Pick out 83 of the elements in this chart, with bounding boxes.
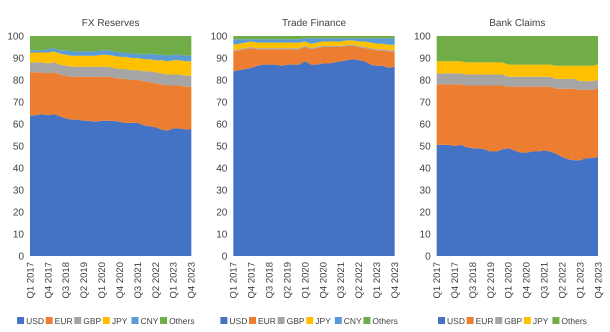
x-tick-label: Q2 2022 xyxy=(354,262,366,298)
y-tick-label: 100 xyxy=(7,32,24,42)
x-tick-label: Q3 2018 xyxy=(468,262,479,298)
y-tick-label: 30 xyxy=(216,186,228,196)
x-tick-label: Q1 2020 xyxy=(97,262,108,298)
x-tick-label: Q4 2020 xyxy=(522,262,533,298)
y-tick-label: 70 xyxy=(216,98,228,108)
legend-label: EUR xyxy=(476,316,494,326)
y-tick-label: 70 xyxy=(12,98,24,108)
x-tick-label: Q3 2021 xyxy=(540,262,551,298)
chart-title: Bank Claims xyxy=(489,18,546,29)
x-tick-label: Q2 2022 xyxy=(557,262,568,298)
y-tick-label: 20 xyxy=(420,208,432,218)
legend-label: USD xyxy=(26,316,44,326)
y-tick-label: 60 xyxy=(420,120,432,130)
x-tick-label: Q4 2020 xyxy=(318,262,330,298)
chart-title: FX Reserves xyxy=(82,18,140,29)
x-tick-label: Q3 2021 xyxy=(336,262,348,298)
x-tick-label: Q1 2023 xyxy=(168,262,180,298)
y-tick-label: 60 xyxy=(12,120,24,130)
legend-label: GBP xyxy=(504,316,523,326)
y-tick-label: 30 xyxy=(12,186,24,196)
y-tick-label: 80 xyxy=(12,76,24,86)
y-tick-label: 100 xyxy=(414,32,432,42)
y-tick-label: 10 xyxy=(12,230,24,240)
y-tick-label: 90 xyxy=(12,54,24,64)
y-tick-label: 40 xyxy=(216,164,228,174)
x-tick-label: Q1 2023 xyxy=(575,262,586,298)
y-tick-label: 80 xyxy=(420,76,432,86)
legend-label: GBP xyxy=(83,316,102,326)
y-tick-label: 30 xyxy=(420,186,432,196)
y-tick-label: 90 xyxy=(216,54,228,64)
x-tick-label: Q1 2023 xyxy=(372,262,384,298)
legend-label: CNY xyxy=(344,316,362,326)
x-tick-label: Q3 2018 xyxy=(61,262,72,298)
x-tick-label: Q2 2019 xyxy=(486,262,497,298)
legend-label: EUR xyxy=(258,316,276,326)
legend-label: EUR xyxy=(54,316,73,326)
x-tick-label: Q1 2020 xyxy=(300,262,312,298)
x-tick-label: Q1 2017 xyxy=(25,262,36,298)
y-tick-label: 100 xyxy=(210,32,228,42)
x-tick-label: Q1 2017 xyxy=(228,262,240,298)
y-tick-label: 90 xyxy=(420,54,432,64)
y-tick-label: 50 xyxy=(216,142,228,152)
y-tick-label: 0 xyxy=(18,252,24,262)
x-tick-label: Q3 2021 xyxy=(132,262,144,298)
x-tick-label: Q4 2023 xyxy=(593,262,604,298)
legend-label: JPY xyxy=(315,316,332,326)
x-tick-label: Q1 2020 xyxy=(504,262,515,298)
chart-title: Trade Finance xyxy=(282,18,346,29)
x-tick-label: Q1 2017 xyxy=(432,262,443,298)
x-tick-label: Q4 2023 xyxy=(390,262,401,298)
x-tick-label: Q4 2017 xyxy=(43,262,54,298)
y-tick-label: 10 xyxy=(420,230,432,240)
legend-label: Others xyxy=(169,316,195,326)
legend-label: CNY xyxy=(140,316,159,326)
legend-label: JPY xyxy=(532,316,549,326)
x-tick-label: Q4 2017 xyxy=(450,262,461,298)
y-tick-label: 40 xyxy=(420,164,432,174)
y-tick-label: 50 xyxy=(12,142,24,152)
legend-label: Others xyxy=(372,316,398,326)
legend-label: JPY xyxy=(112,316,128,326)
x-tick-label: Q4 2017 xyxy=(246,262,258,298)
legend-label: Others xyxy=(561,316,587,326)
legend-label: GBP xyxy=(286,316,305,326)
legend-label: USD xyxy=(229,316,248,326)
x-tick-label: Q3 2018 xyxy=(264,262,276,298)
y-tick-label: 50 xyxy=(420,142,432,152)
y-tick-label: 40 xyxy=(12,164,24,174)
legend-label: USD xyxy=(447,316,465,326)
y-tick-label: 80 xyxy=(216,76,228,86)
y-tick-label: 10 xyxy=(216,230,228,240)
x-tick-label: Q2 2019 xyxy=(79,262,90,298)
x-tick-label: Q4 2020 xyxy=(114,262,126,298)
y-tick-label: 20 xyxy=(216,208,228,218)
x-tick-label: Q4 2023 xyxy=(186,262,198,298)
y-tick-label: 70 xyxy=(420,98,432,108)
x-tick-label: Q2 2019 xyxy=(282,262,294,298)
y-tick-label: 0 xyxy=(222,252,228,262)
y-tick-label: 20 xyxy=(12,208,24,218)
y-tick-label: 60 xyxy=(216,120,228,130)
y-tick-label: 0 xyxy=(425,252,432,262)
x-tick-label: Q2 2022 xyxy=(150,262,162,298)
